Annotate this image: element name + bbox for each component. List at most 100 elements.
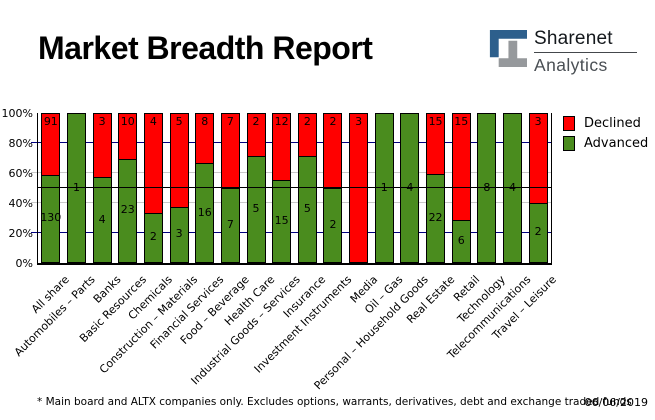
x-axis-label: Food – Beverage — [177, 273, 252, 347]
advanced-segment — [170, 206, 188, 262]
advanced-count-label: 2 — [329, 218, 337, 231]
fifty-percent-line — [38, 187, 551, 188]
advanced-count-label: 23 — [120, 203, 135, 217]
x-axis-label: Construction – Materials — [97, 273, 201, 377]
x-axis-label: Health Care — [222, 273, 278, 329]
advanced-segment — [298, 156, 316, 262]
legend-swatch-advanced — [563, 136, 575, 151]
advanced-segment — [144, 212, 162, 262]
advanced-count-label: 2 — [534, 225, 542, 239]
advanced-segment — [273, 179, 291, 262]
advanced-segment — [452, 219, 470, 262]
bar-personal-household-goods: 4 — [398, 113, 421, 263]
legend-item-advanced: Advanced — [563, 136, 648, 151]
x-axis-label: Real Estate — [403, 273, 457, 327]
y-axis-label: 100% — [1, 107, 33, 120]
bar-financial-services: 8 16 — [195, 113, 215, 263]
declined-count-label: 3 — [98, 115, 106, 128]
advanced-count-label: 4 — [398, 182, 421, 194]
x-axis-label: Financial Services — [147, 273, 226, 352]
chart-plot-area: 9113013410234253816772512152522314152215… — [31, 113, 552, 265]
page-title: Market Breadth Report — [38, 30, 373, 66]
advanced-count-label: 5 — [252, 202, 260, 216]
advanced-count-label: 4 — [98, 212, 106, 226]
x-axis-label: Retail — [451, 273, 483, 305]
x-axis-label: Travel – Leisure — [490, 273, 560, 343]
y-axis-label: 80% — [8, 137, 33, 150]
y-axis-label: 40% — [8, 197, 33, 210]
gridline-60 — [38, 172, 551, 173]
advanced-segment — [221, 188, 239, 262]
bar-telecommunications: 4 — [501, 113, 524, 263]
legend-swatch-declined — [563, 116, 575, 131]
y-axis: 0% 20% 40% 60% 80% 100% — [0, 107, 33, 270]
bar-technology: 8 — [475, 113, 498, 263]
x-axis-label: Media — [347, 273, 380, 306]
advanced-count-label: 16 — [197, 205, 212, 219]
declined-count-label: 15 — [428, 115, 443, 128]
logo-sub-name: Analytics — [534, 55, 608, 75]
declined-count-label: 2 — [329, 115, 337, 128]
x-axis-label: Personal – Household Goods — [311, 273, 432, 393]
advanced-count-label: 1 — [373, 182, 396, 194]
declined-count-label: 3 — [355, 115, 363, 128]
declined-count-label: 8 — [201, 115, 209, 128]
declined-count-label: 5 — [175, 115, 183, 128]
bar-automobiles-parts: 1 — [65, 113, 88, 263]
logo-brand-name: Sharenet — [534, 28, 613, 49]
declined-count-label: 10 — [120, 115, 135, 128]
gridline-40 — [38, 202, 551, 203]
x-axis-label: Chemicals — [125, 273, 175, 323]
declined-count-label: 2 — [252, 115, 260, 128]
y-axis-label: 20% — [8, 227, 33, 240]
bar-oil-gas: 1 — [373, 113, 396, 263]
legend-item-declined: Declined — [563, 116, 648, 131]
advanced-segment — [42, 174, 60, 262]
bar-industrial-goods-services: 12 15 — [272, 113, 292, 263]
sharenet-logo-text: Sharenet Analytics — [534, 28, 637, 76]
x-axis-label: Automobiles – Parts — [11, 273, 98, 359]
y-axis-label: 60% — [8, 167, 33, 180]
y-tick-60 — [31, 172, 37, 173]
advanced-segment — [93, 177, 111, 262]
bar-basic-resources: 10 23 — [118, 113, 138, 263]
advanced-count-label: 1 — [65, 182, 88, 194]
declined-count-label: 15 — [454, 115, 469, 128]
x-axis-label: All share — [29, 273, 73, 316]
x-axis-label: Telecommunications — [445, 273, 534, 362]
gridline-80 — [38, 142, 551, 143]
sharenet-logo: Sharenet Analytics — [486, 28, 637, 76]
logo-divider — [534, 52, 637, 53]
legend-label: Advanced — [584, 136, 649, 151]
x-axis-label: Technology — [455, 273, 509, 326]
advanced-count-label: 7 — [226, 218, 234, 231]
advanced-count-label: 5 — [303, 202, 311, 216]
x-axis-label: Basic Resources — [76, 273, 149, 345]
y-axis-label: 0% — [15, 257, 33, 270]
footnote-text: * Main board and ALTX companies only. Ex… — [37, 396, 632, 408]
advanced-count-label: 4 — [501, 182, 524, 194]
bar-all-share: 91 130 — [40, 113, 62, 263]
chart-legend: Declined Advanced — [563, 116, 648, 156]
declined-count-label: 7 — [226, 115, 234, 128]
y-tick-40 — [31, 202, 37, 203]
declined-count-label: 4 — [149, 115, 157, 128]
bar-real-estate: 15 22 — [426, 113, 446, 263]
legend-label: Declined — [584, 116, 641, 131]
advanced-count-label: 8 — [475, 182, 498, 194]
advanced-count-label: 130 — [40, 211, 62, 225]
advanced-segment — [529, 202, 547, 262]
advanced-segment — [324, 188, 342, 262]
declined-count-label: 2 — [303, 115, 311, 128]
x-axis-label: Oil – Gas — [362, 273, 406, 317]
advanced-count-label: 2 — [149, 230, 157, 244]
declined-count-label: 3 — [534, 115, 542, 128]
